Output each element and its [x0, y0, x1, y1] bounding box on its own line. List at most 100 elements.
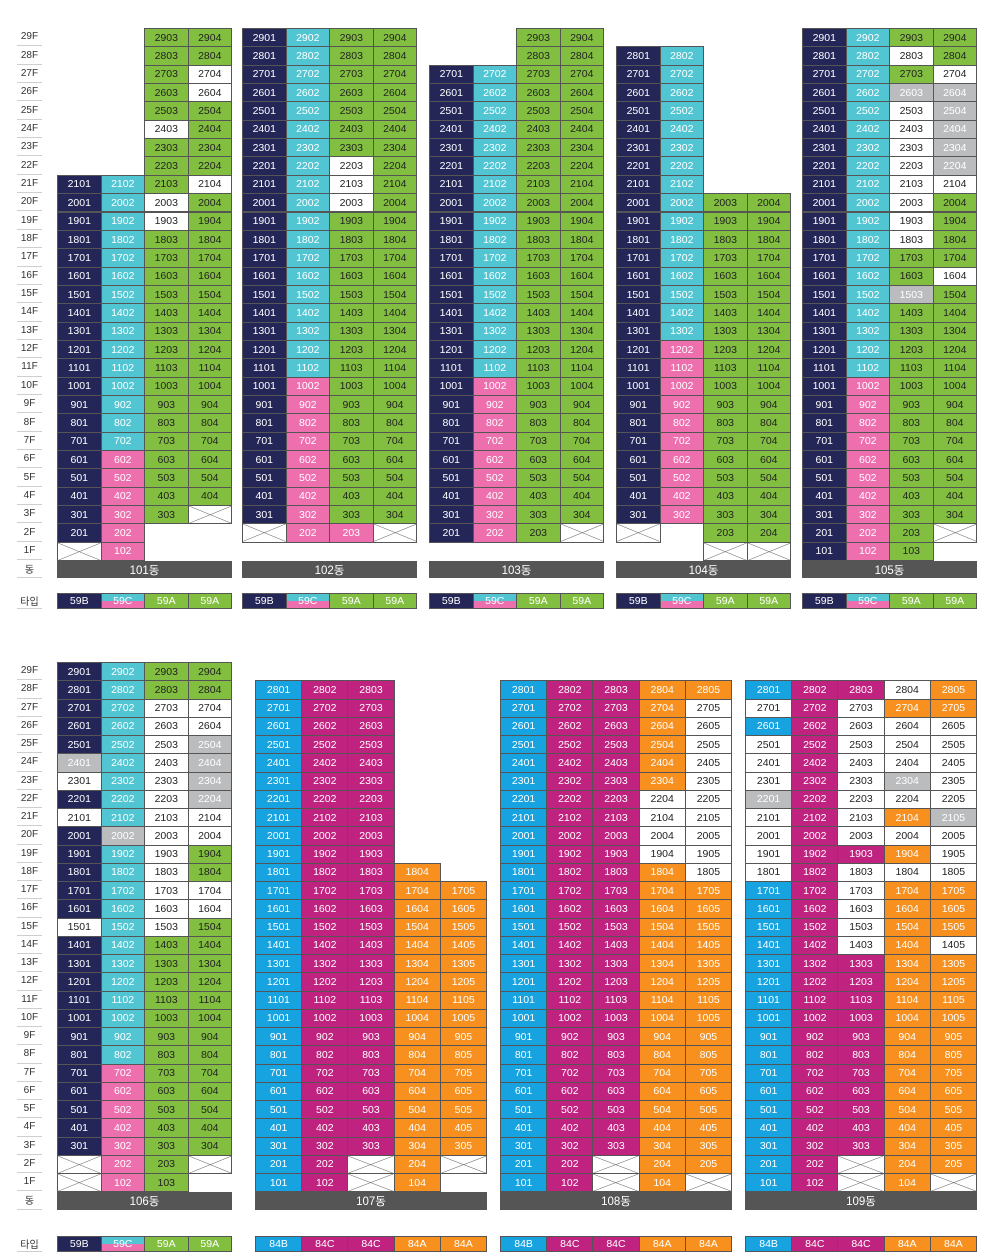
unit-cell: 802: [845, 413, 890, 433]
unit-cell: 905: [929, 1027, 977, 1047]
unit-cell: 1102: [546, 990, 594, 1010]
unit-cell: 1201: [57, 339, 102, 360]
unit-cell: 101: [500, 1173, 548, 1193]
unit-cell: 1801: [745, 862, 793, 882]
unit-cell: 2903: [144, 662, 189, 682]
unit-cell: 1902: [791, 844, 839, 864]
unit-cell: 803: [516, 413, 561, 433]
unit-cell: 1002: [285, 376, 330, 396]
unit-cell: 803: [592, 1045, 640, 1065]
unit-cell: 2304: [883, 771, 931, 791]
unit-cell: 1601: [429, 266, 474, 286]
unit-cell: 1803: [837, 862, 885, 882]
unit-cell: 504: [746, 468, 791, 488]
unit-cell: 2601: [242, 83, 287, 103]
unit-cell: 1402: [659, 303, 704, 323]
unit-cell: 2305: [684, 771, 732, 791]
unit-cell: 204: [746, 523, 791, 543]
unit-cell: 802: [791, 1045, 839, 1065]
unit-cell: 903: [144, 1027, 189, 1047]
unit-cell: 101: [255, 1173, 303, 1193]
unit-cell: 302: [100, 1136, 145, 1156]
unit-cell: 2004: [883, 826, 931, 846]
unit-cell: 1003: [144, 1008, 189, 1028]
unit-cell: 1002: [301, 1008, 349, 1028]
unit-cell: 2704: [638, 698, 686, 718]
building-label: 108동: [500, 1192, 732, 1210]
unit-cell: 705: [439, 1063, 487, 1083]
unit-cell: 1704: [883, 881, 931, 901]
unit-cell: 1202: [546, 972, 594, 992]
floor-label: 10F: [17, 1009, 42, 1027]
unit-cell: 1203: [592, 972, 640, 992]
unit-cell: 1302: [472, 321, 517, 341]
unit-cell: 404: [883, 1118, 931, 1138]
unit-cell: 305: [684, 1136, 732, 1156]
unit-cell: 1604: [883, 899, 931, 919]
unit-cell: 1203: [889, 339, 934, 360]
dong-row-label: 동: [17, 1191, 42, 1210]
unit-cell: 1302: [546, 954, 594, 974]
unit-cell: 2201: [429, 156, 474, 176]
unit-cell: 2301: [500, 771, 548, 791]
unit-cell: 1102: [659, 358, 704, 378]
unit-cell: 301: [242, 505, 287, 525]
unit-cell: 2403: [516, 119, 561, 140]
unit-cell: 705: [929, 1063, 977, 1083]
unit-cell: 1701: [616, 248, 661, 268]
unit-cell: 2504: [187, 101, 232, 121]
unit-cell: 1204: [746, 339, 791, 360]
unit-cell: 2902: [845, 28, 890, 48]
unit-cell: 2001: [745, 826, 793, 846]
unit-cell: 1401: [745, 935, 793, 955]
floor-label: 18F: [17, 230, 42, 249]
unit-cell: 1902: [546, 844, 594, 864]
unit-cell: 1903: [889, 211, 934, 231]
unit-cell: 1802: [100, 229, 145, 250]
unit-cell: 1602: [659, 266, 704, 286]
unit-cell: 2802: [659, 46, 704, 66]
unit-cell: 2101: [242, 174, 287, 195]
unit-cell: 601: [745, 1081, 793, 1101]
unit-cell: 1801: [429, 229, 474, 250]
unit-cell: 703: [144, 431, 189, 452]
unit-cell: 2103: [144, 808, 189, 828]
unit-cell: 1503: [347, 917, 395, 937]
unit-cell: 403: [516, 486, 561, 507]
unit-cell: 2701: [616, 64, 661, 85]
unit-cell: 1201: [500, 972, 548, 992]
unit-cell: 2005: [684, 826, 732, 846]
unit-cell: 1701: [500, 881, 548, 901]
unit-cell: 903: [144, 395, 189, 415]
unit-cell: 1102: [301, 990, 349, 1010]
unit-cell: 1202: [472, 339, 517, 360]
unit-cell: 1502: [659, 284, 704, 305]
unit-cell: 2801: [745, 680, 793, 700]
unit-cell: 1003: [592, 1008, 640, 1028]
unit-cell: 1304: [187, 321, 232, 341]
unit-cell: 2204: [638, 789, 686, 809]
unit-cell: 701: [255, 1063, 303, 1083]
unit-cell: 801: [802, 413, 847, 433]
unit-cell: 702: [659, 431, 704, 452]
unit-cell: 2605: [684, 716, 732, 736]
unit-cell: 2804: [372, 46, 417, 66]
unit-cell: 2103: [516, 174, 561, 195]
unit-cell: 604: [187, 1081, 232, 1101]
unit-cell: 801: [255, 1045, 303, 1065]
building-label: 101동: [57, 561, 232, 579]
floor-label: 25F: [17, 101, 42, 120]
empty-unit-cell: [616, 523, 661, 543]
unit-cell: 1002: [659, 376, 704, 396]
type-cell: 59C: [285, 593, 330, 609]
unit-cell: 1504: [883, 917, 931, 937]
unit-cell: 1503: [144, 917, 189, 937]
unit-cell: 1903: [329, 211, 374, 231]
unit-cell: 501: [500, 1100, 548, 1120]
unit-cell: 603: [329, 450, 374, 470]
unit-cell: 2002: [845, 193, 890, 213]
unit-cell: 904: [393, 1027, 441, 1047]
unit-cell: 601: [57, 450, 102, 470]
building-label: 103동: [429, 561, 604, 579]
unit-cell: 802: [285, 413, 330, 433]
